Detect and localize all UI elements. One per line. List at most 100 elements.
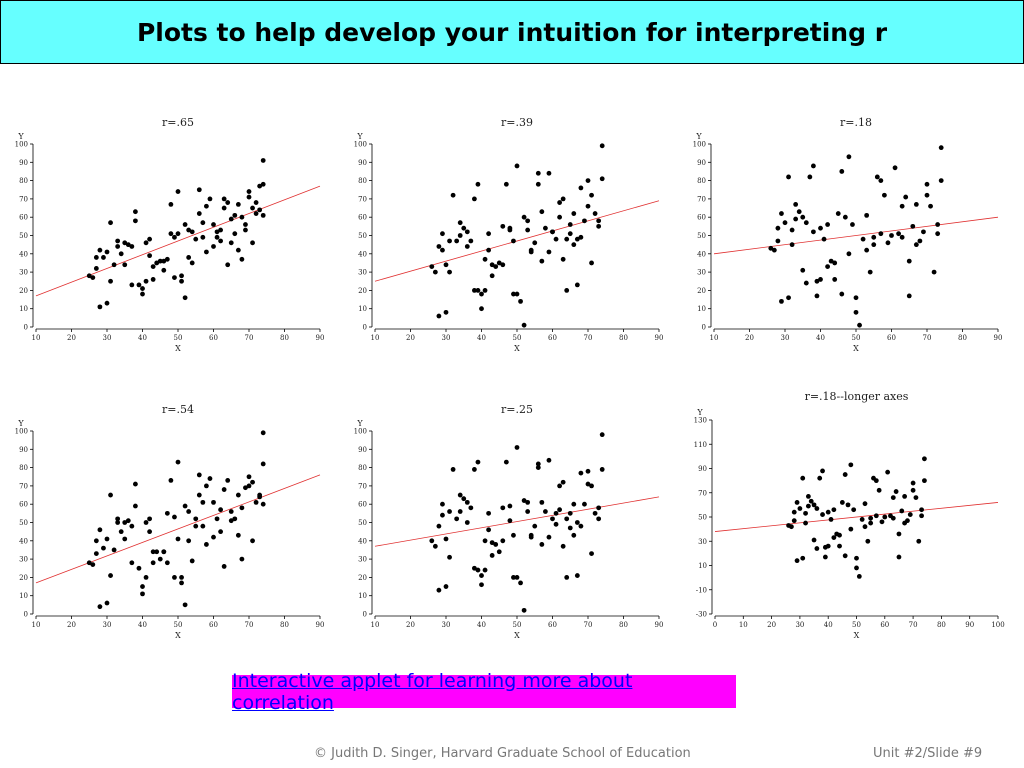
data-point — [906, 258, 912, 264]
data-point — [842, 553, 848, 559]
data-point — [800, 267, 806, 273]
data-point — [511, 238, 516, 244]
data-point — [243, 222, 248, 227]
y-tick-label: 10 — [698, 562, 707, 570]
data-point — [140, 291, 145, 297]
data-point — [794, 500, 800, 505]
y-tick-label: 0 — [24, 324, 28, 332]
data-point — [550, 229, 555, 235]
data-point — [564, 288, 570, 293]
x-tick-label: 40 — [477, 621, 486, 629]
data-point — [193, 516, 199, 522]
chart-title: r=.39 — [501, 116, 533, 129]
data-point — [450, 192, 456, 198]
data-point — [175, 536, 181, 542]
data-point — [896, 554, 902, 560]
y-tick-label: 50 — [698, 514, 707, 522]
data-point — [472, 288, 477, 293]
data-point — [845, 502, 851, 508]
data-point — [535, 465, 541, 470]
data-point — [521, 214, 527, 220]
y-tick-label: 10 — [19, 305, 28, 313]
data-point — [235, 247, 241, 253]
data-point — [535, 181, 541, 187]
data-point — [514, 575, 520, 580]
data-point — [147, 236, 153, 242]
data-point — [218, 529, 224, 535]
y-tick-label: 10 — [358, 592, 367, 600]
data-point — [108, 220, 113, 226]
data-point — [500, 223, 506, 229]
data-point — [828, 258, 834, 264]
data-point — [182, 222, 188, 227]
data-point — [560, 543, 566, 549]
x-tick-label: 50 — [174, 334, 183, 342]
applet-link[interactable]: Interactive applet for learning more abo… — [232, 669, 633, 714]
data-point — [518, 580, 523, 586]
data-point — [440, 501, 445, 507]
y-tick-label: 70 — [358, 195, 367, 203]
data-point — [546, 534, 552, 540]
data-point — [211, 222, 216, 227]
y-tick-label: 90 — [19, 446, 28, 454]
x-tick-label: 50 — [513, 334, 522, 342]
data-point — [560, 196, 566, 202]
data-point — [253, 499, 259, 505]
x-axis-label: X — [514, 344, 520, 353]
y-tick-label: 20 — [358, 287, 367, 295]
data-point — [890, 515, 896, 521]
data-point — [528, 534, 534, 540]
data-point — [235, 532, 241, 538]
data-point — [450, 467, 456, 472]
x-tick-label: 90 — [316, 334, 325, 342]
data-point — [825, 509, 831, 515]
y-tick-label: 70 — [358, 482, 367, 490]
data-point — [154, 549, 160, 555]
data-point — [839, 500, 845, 505]
data-point — [104, 249, 110, 255]
data-point — [235, 492, 241, 498]
slide-title-bar: Plots to help develop your intuition for… — [0, 0, 1024, 64]
y-tick-label: 80 — [358, 177, 367, 185]
data-point — [882, 514, 888, 520]
data-point — [589, 192, 594, 198]
data-point — [546, 457, 552, 463]
data-point — [571, 501, 577, 507]
data-point — [913, 201, 919, 207]
y-tick-label: 20 — [19, 574, 28, 582]
y-tick-label: 90 — [358, 159, 367, 167]
data-point — [862, 501, 868, 507]
data-point — [782, 220, 788, 226]
data-point — [805, 503, 811, 509]
data-point — [800, 555, 806, 561]
data-point — [859, 517, 865, 522]
data-point — [574, 573, 580, 578]
data-point — [157, 556, 163, 562]
data-point — [200, 499, 206, 505]
data-point — [133, 218, 138, 224]
y-tick-label: 0 — [363, 611, 367, 619]
data-point — [204, 483, 209, 489]
data-point — [525, 509, 531, 514]
y-tick-label: 50 — [358, 519, 367, 527]
data-point — [464, 244, 470, 249]
x-axis-label: X — [853, 344, 859, 353]
data-point — [122, 262, 128, 268]
slide-title: Plots to help develop your intuition for… — [136, 17, 888, 47]
x-tick-label: 30 — [442, 334, 451, 342]
data-point — [865, 538, 871, 544]
data-point — [503, 459, 509, 465]
data-point — [938, 178, 944, 184]
data-point — [899, 234, 905, 240]
data-point — [475, 567, 481, 573]
data-point — [489, 273, 495, 279]
data-point — [429, 538, 435, 544]
data-point — [820, 468, 825, 474]
x-tick-label: 20 — [767, 621, 776, 629]
data-point — [168, 231, 174, 237]
data-point — [225, 262, 231, 268]
data-point — [571, 242, 577, 248]
data-point — [140, 584, 145, 589]
data-point — [935, 222, 941, 227]
data-point — [257, 207, 263, 213]
